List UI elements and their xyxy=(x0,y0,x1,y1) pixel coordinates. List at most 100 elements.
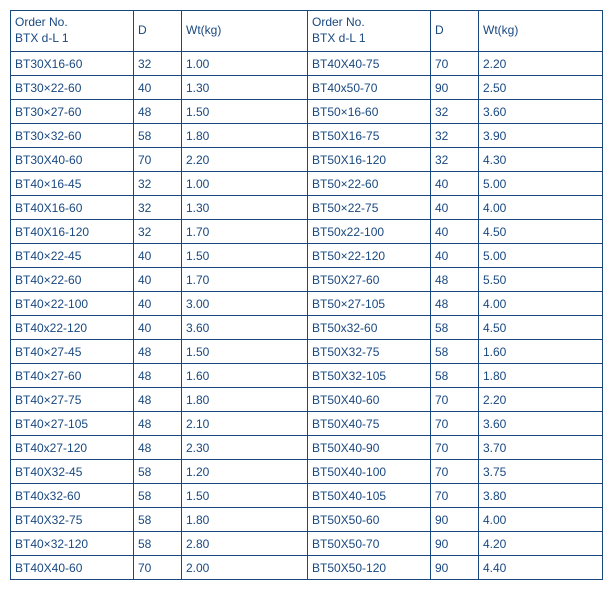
table-row: BT40X16-120321.70BT50x22-100404.50 xyxy=(11,220,603,244)
cell-wt-right: 3.75 xyxy=(479,460,603,484)
cell-d-right: 58 xyxy=(431,364,479,388)
cell-order-left: BT40x32-60 xyxy=(11,484,134,508)
cell-d-right: 40 xyxy=(431,172,479,196)
cell-wt-right: 4.00 xyxy=(479,196,603,220)
table-row: BT40×22-60401.70BT50X27-60485.50 xyxy=(11,268,603,292)
cell-d-right: 48 xyxy=(431,292,479,316)
header-order-left: Order No. BTX d-L 1 xyxy=(11,11,134,52)
header-row: Order No. BTX d-L 1 D Wt(kg) Order No. B… xyxy=(11,11,603,52)
cell-order-left: BT40X16-120 xyxy=(11,220,134,244)
cell-order-left: BT40×22-100 xyxy=(11,292,134,316)
cell-wt-right: 2.20 xyxy=(479,52,603,76)
table-row: BT30×22-60401.30BT40x50-70902.50 xyxy=(11,76,603,100)
cell-order-left: BT40x27-120 xyxy=(11,436,134,460)
cell-d-right: 32 xyxy=(431,148,479,172)
cell-order-right: BT50X16-120 xyxy=(308,148,431,172)
cell-wt-right: 4.20 xyxy=(479,532,603,556)
cell-d-left: 32 xyxy=(134,220,182,244)
cell-d-right: 70 xyxy=(431,52,479,76)
cell-wt-right: 2.50 xyxy=(479,76,603,100)
cell-d-right: 90 xyxy=(431,508,479,532)
cell-wt-right: 2.20 xyxy=(479,388,603,412)
cell-d-right: 32 xyxy=(431,124,479,148)
cell-d-left: 48 xyxy=(134,388,182,412)
cell-wt-left: 1.80 xyxy=(182,508,308,532)
cell-d-left: 32 xyxy=(134,196,182,220)
cell-wt-left: 1.80 xyxy=(182,124,308,148)
cell-wt-left: 2.10 xyxy=(182,412,308,436)
cell-order-right: BT50×16-60 xyxy=(308,100,431,124)
cell-wt-right: 4.50 xyxy=(479,220,603,244)
cell-wt-left: 1.00 xyxy=(182,172,308,196)
cell-d-left: 40 xyxy=(134,316,182,340)
cell-wt-left: 1.00 xyxy=(182,52,308,76)
cell-order-right: BT50X27-60 xyxy=(308,268,431,292)
cell-d-left: 32 xyxy=(134,52,182,76)
cell-order-left: BT30×27-60 xyxy=(11,100,134,124)
cell-d-left: 58 xyxy=(134,532,182,556)
cell-order-right: BT50×22-75 xyxy=(308,196,431,220)
cell-d-right: 32 xyxy=(431,100,479,124)
cell-wt-right: 5.00 xyxy=(479,172,603,196)
cell-wt-left: 1.60 xyxy=(182,364,308,388)
cell-order-right: BT50X50-60 xyxy=(308,508,431,532)
cell-d-right: 40 xyxy=(431,244,479,268)
cell-wt-right: 3.60 xyxy=(479,100,603,124)
cell-wt-right: 3.60 xyxy=(479,412,603,436)
cell-wt-right: 4.00 xyxy=(479,292,603,316)
cell-wt-left: 2.20 xyxy=(182,148,308,172)
cell-d-left: 58 xyxy=(134,124,182,148)
cell-order-left: BT30X16-60 xyxy=(11,52,134,76)
cell-order-left: BT40×27-75 xyxy=(11,388,134,412)
cell-wt-right: 5.50 xyxy=(479,268,603,292)
table-row: BT40×27-60481.60BT50X32-105581.80 xyxy=(11,364,603,388)
cell-order-left: BT40×27-45 xyxy=(11,340,134,364)
table-row: BT40x32-60581.50BT50X40-105703.80 xyxy=(11,484,603,508)
cell-d-left: 58 xyxy=(134,508,182,532)
cell-wt-left: 3.60 xyxy=(182,316,308,340)
cell-d-right: 70 xyxy=(431,436,479,460)
cell-d-right: 70 xyxy=(431,412,479,436)
cell-wt-left: 1.50 xyxy=(182,484,308,508)
cell-order-left: BT40X16-60 xyxy=(11,196,134,220)
table-body: BT30X16-60321.00BT40X40-75702.20BT30×22-… xyxy=(11,52,603,580)
cell-wt-left: 1.80 xyxy=(182,388,308,412)
table-row: BT40X16-60321.30BT50×22-75404.00 xyxy=(11,196,603,220)
cell-order-left: BT40×16-45 xyxy=(11,172,134,196)
cell-order-left: BT40×27-60 xyxy=(11,364,134,388)
cell-order-right: BT50X40-75 xyxy=(308,412,431,436)
cell-wt-right: 3.70 xyxy=(479,436,603,460)
cell-wt-right: 3.80 xyxy=(479,484,603,508)
cell-d-right: 58 xyxy=(431,316,479,340)
cell-order-right: BT50×22-60 xyxy=(308,172,431,196)
cell-d-right: 40 xyxy=(431,196,479,220)
header-order-line1: Order No. xyxy=(312,15,426,31)
header-order-line1: Order No. xyxy=(15,15,129,31)
cell-wt-left: 1.50 xyxy=(182,244,308,268)
cell-wt-left: 1.70 xyxy=(182,268,308,292)
table-row: BT40X40-60702.00BT50X50-120904.40 xyxy=(11,556,603,580)
cell-d-left: 70 xyxy=(134,148,182,172)
cell-order-right: BT50X40-100 xyxy=(308,460,431,484)
cell-order-right: BT40x50-70 xyxy=(308,76,431,100)
cell-wt-left: 1.50 xyxy=(182,340,308,364)
cell-d-left: 32 xyxy=(134,172,182,196)
cell-d-right: 70 xyxy=(431,388,479,412)
cell-d-left: 48 xyxy=(134,364,182,388)
header-wt-right: Wt(kg) xyxy=(479,11,603,52)
cell-order-right: BT50X16-75 xyxy=(308,124,431,148)
table-row: BT30×27-60481.50BT50×16-60323.60 xyxy=(11,100,603,124)
spec-table: Order No. BTX d-L 1 D Wt(kg) Order No. B… xyxy=(10,10,603,580)
cell-order-right: BT50×22-120 xyxy=(308,244,431,268)
cell-d-left: 40 xyxy=(134,268,182,292)
table-header: Order No. BTX d-L 1 D Wt(kg) Order No. B… xyxy=(11,11,603,52)
cell-wt-left: 1.50 xyxy=(182,100,308,124)
table-row: BT40X32-45581.20BT50X40-100703.75 xyxy=(11,460,603,484)
cell-d-left: 48 xyxy=(134,412,182,436)
cell-wt-left: 3.00 xyxy=(182,292,308,316)
cell-order-right: BT50X40-90 xyxy=(308,436,431,460)
cell-d-left: 40 xyxy=(134,244,182,268)
cell-d-right: 90 xyxy=(431,532,479,556)
cell-order-left: BT40×22-60 xyxy=(11,268,134,292)
cell-d-left: 58 xyxy=(134,460,182,484)
